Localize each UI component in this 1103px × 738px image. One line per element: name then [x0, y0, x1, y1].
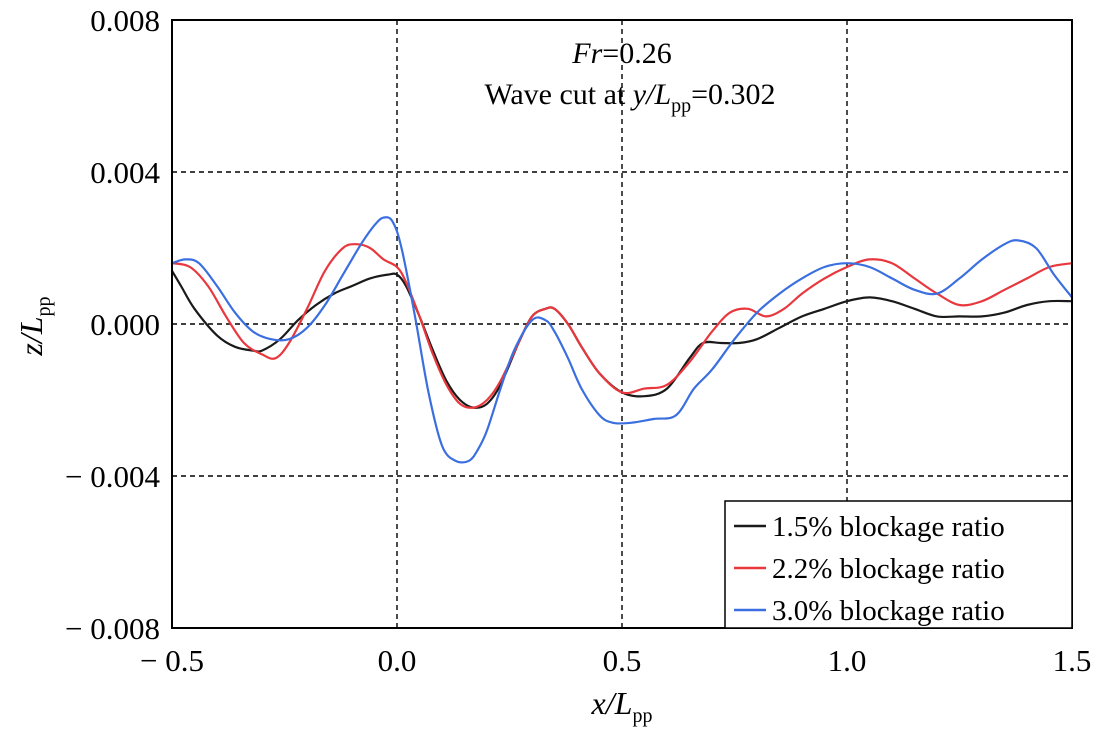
legend-box	[724, 500, 1073, 629]
x-tick-label: 0.0	[378, 643, 417, 678]
annotation-line-2: Wave cut at y/Lpp=0.302	[484, 78, 775, 117]
y-tick-label: − 0.008	[65, 611, 160, 646]
x-tick-label: − 0.5	[140, 643, 204, 678]
y-axis-var: z/L	[13, 316, 49, 356]
froude-value: =0.26	[602, 37, 671, 70]
plot-frame	[171, 19, 1073, 629]
wave-cut-prefix: Wave cut at	[484, 78, 632, 111]
y-tick-label: 0.004	[90, 155, 160, 190]
x-axis-sub: pp	[632, 705, 652, 727]
legend-label-2: 2.2% blockage ratio	[772, 553, 1005, 585]
y-tick-labels: − 0.008 − 0.004 0.000 0.004 0.008	[65, 3, 160, 646]
x-tick-label: 1.5	[1053, 643, 1092, 678]
series-line-3	[170, 216, 1074, 464]
legend: 1.5% blockage ratio 2.2% blockage ratio 3.…	[724, 500, 1073, 629]
froude-symbol: Fr	[571, 37, 602, 70]
legend-label-3: 3.0% blockage ratio	[772, 595, 1005, 627]
wave-cut-value: =0.302	[691, 78, 775, 111]
y-axis-sub: pp	[33, 296, 55, 316]
x-tick-label: 1.0	[828, 643, 867, 678]
y-axis-label: z/Lpp	[13, 296, 55, 356]
wave-cut-var: y/L	[630, 78, 671, 111]
x-axis-var: x/L	[591, 685, 633, 721]
y-tick-label: − 0.004	[65, 459, 160, 494]
annotation-line-1: Fr=0.26	[571, 37, 671, 70]
y-tick-label: 0.008	[90, 3, 160, 38]
wave-cut-sub: pp	[671, 95, 691, 117]
x-tick-labels: − 0.5 0.0 0.5 1.0 1.5	[140, 643, 1091, 678]
series-lines	[170, 216, 1074, 464]
legend-label-1: 1.5% blockage ratio	[772, 511, 1005, 543]
x-axis-label: x/Lpp	[591, 685, 653, 727]
y-tick-label: 0.000	[90, 307, 160, 342]
series-line-2	[170, 243, 1074, 409]
x-tick-label: 0.5	[603, 643, 642, 678]
